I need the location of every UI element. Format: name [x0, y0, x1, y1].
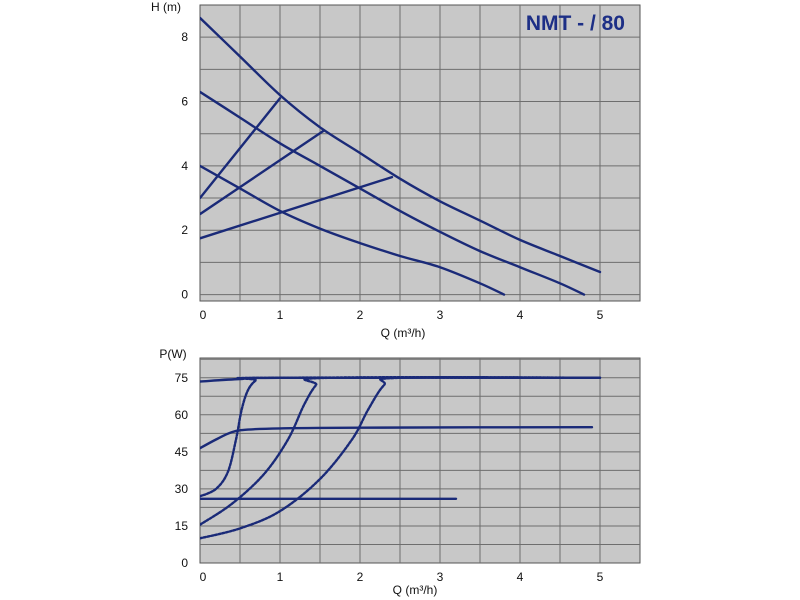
y-tick-label: 4 — [181, 159, 188, 173]
plot-area — [199, 357, 641, 564]
x-tick-label: 4 — [517, 308, 524, 322]
y-tick-label: 6 — [181, 95, 188, 109]
y-tick-label: 30 — [175, 482, 189, 496]
x-axis-label: Q (m³/h) — [393, 583, 438, 597]
x-tick-label: 5 — [597, 308, 604, 322]
y-tick-label: 45 — [175, 445, 189, 459]
x-tick-label: 5 — [597, 570, 604, 584]
y-tick-label: 60 — [175, 408, 189, 422]
y-tick-label: 8 — [181, 30, 188, 44]
series-line-2 — [200, 426, 594, 450]
series-line-6 — [200, 175, 394, 240]
series-line-3 — [200, 164, 506, 296]
plot-area — [199, 4, 641, 302]
y-tick-label: 0 — [181, 556, 188, 570]
x-tick-label: 2 — [357, 308, 364, 322]
x-tick-label: 2 — [357, 570, 364, 584]
x-tick-label: 3 — [437, 570, 444, 584]
y-tick-label: 75 — [175, 371, 189, 385]
y-tick-label: 0 — [181, 288, 188, 302]
series-line-1 — [200, 16, 602, 274]
x-tick-label: 1 — [277, 308, 284, 322]
x-tick-label: 0 — [200, 570, 207, 584]
y-tick-label: 2 — [181, 223, 188, 237]
series-line-4 — [200, 97, 282, 200]
series-line-2 — [200, 90, 586, 296]
x-tick-label: 4 — [517, 570, 524, 584]
x-axis-label: Q (m³/h) — [381, 326, 426, 340]
x-tick-label: 3 — [437, 308, 444, 322]
series-line-6 — [200, 376, 602, 540]
x-tick-label: 1 — [277, 570, 284, 584]
x-tick-label: 0 — [200, 308, 207, 322]
chart-title: NMT - / 80 — [526, 12, 625, 35]
series-line-5 — [200, 129, 326, 216]
y-axis-label: H (m) — [151, 0, 181, 14]
y-axis-label: P(W) — [159, 347, 186, 361]
head-chart: 0 1 2 3 4 5 0 2 4 6 8 H (m) Q (m³/h) — [151, 0, 641, 340]
y-tick-label: 15 — [175, 519, 189, 533]
